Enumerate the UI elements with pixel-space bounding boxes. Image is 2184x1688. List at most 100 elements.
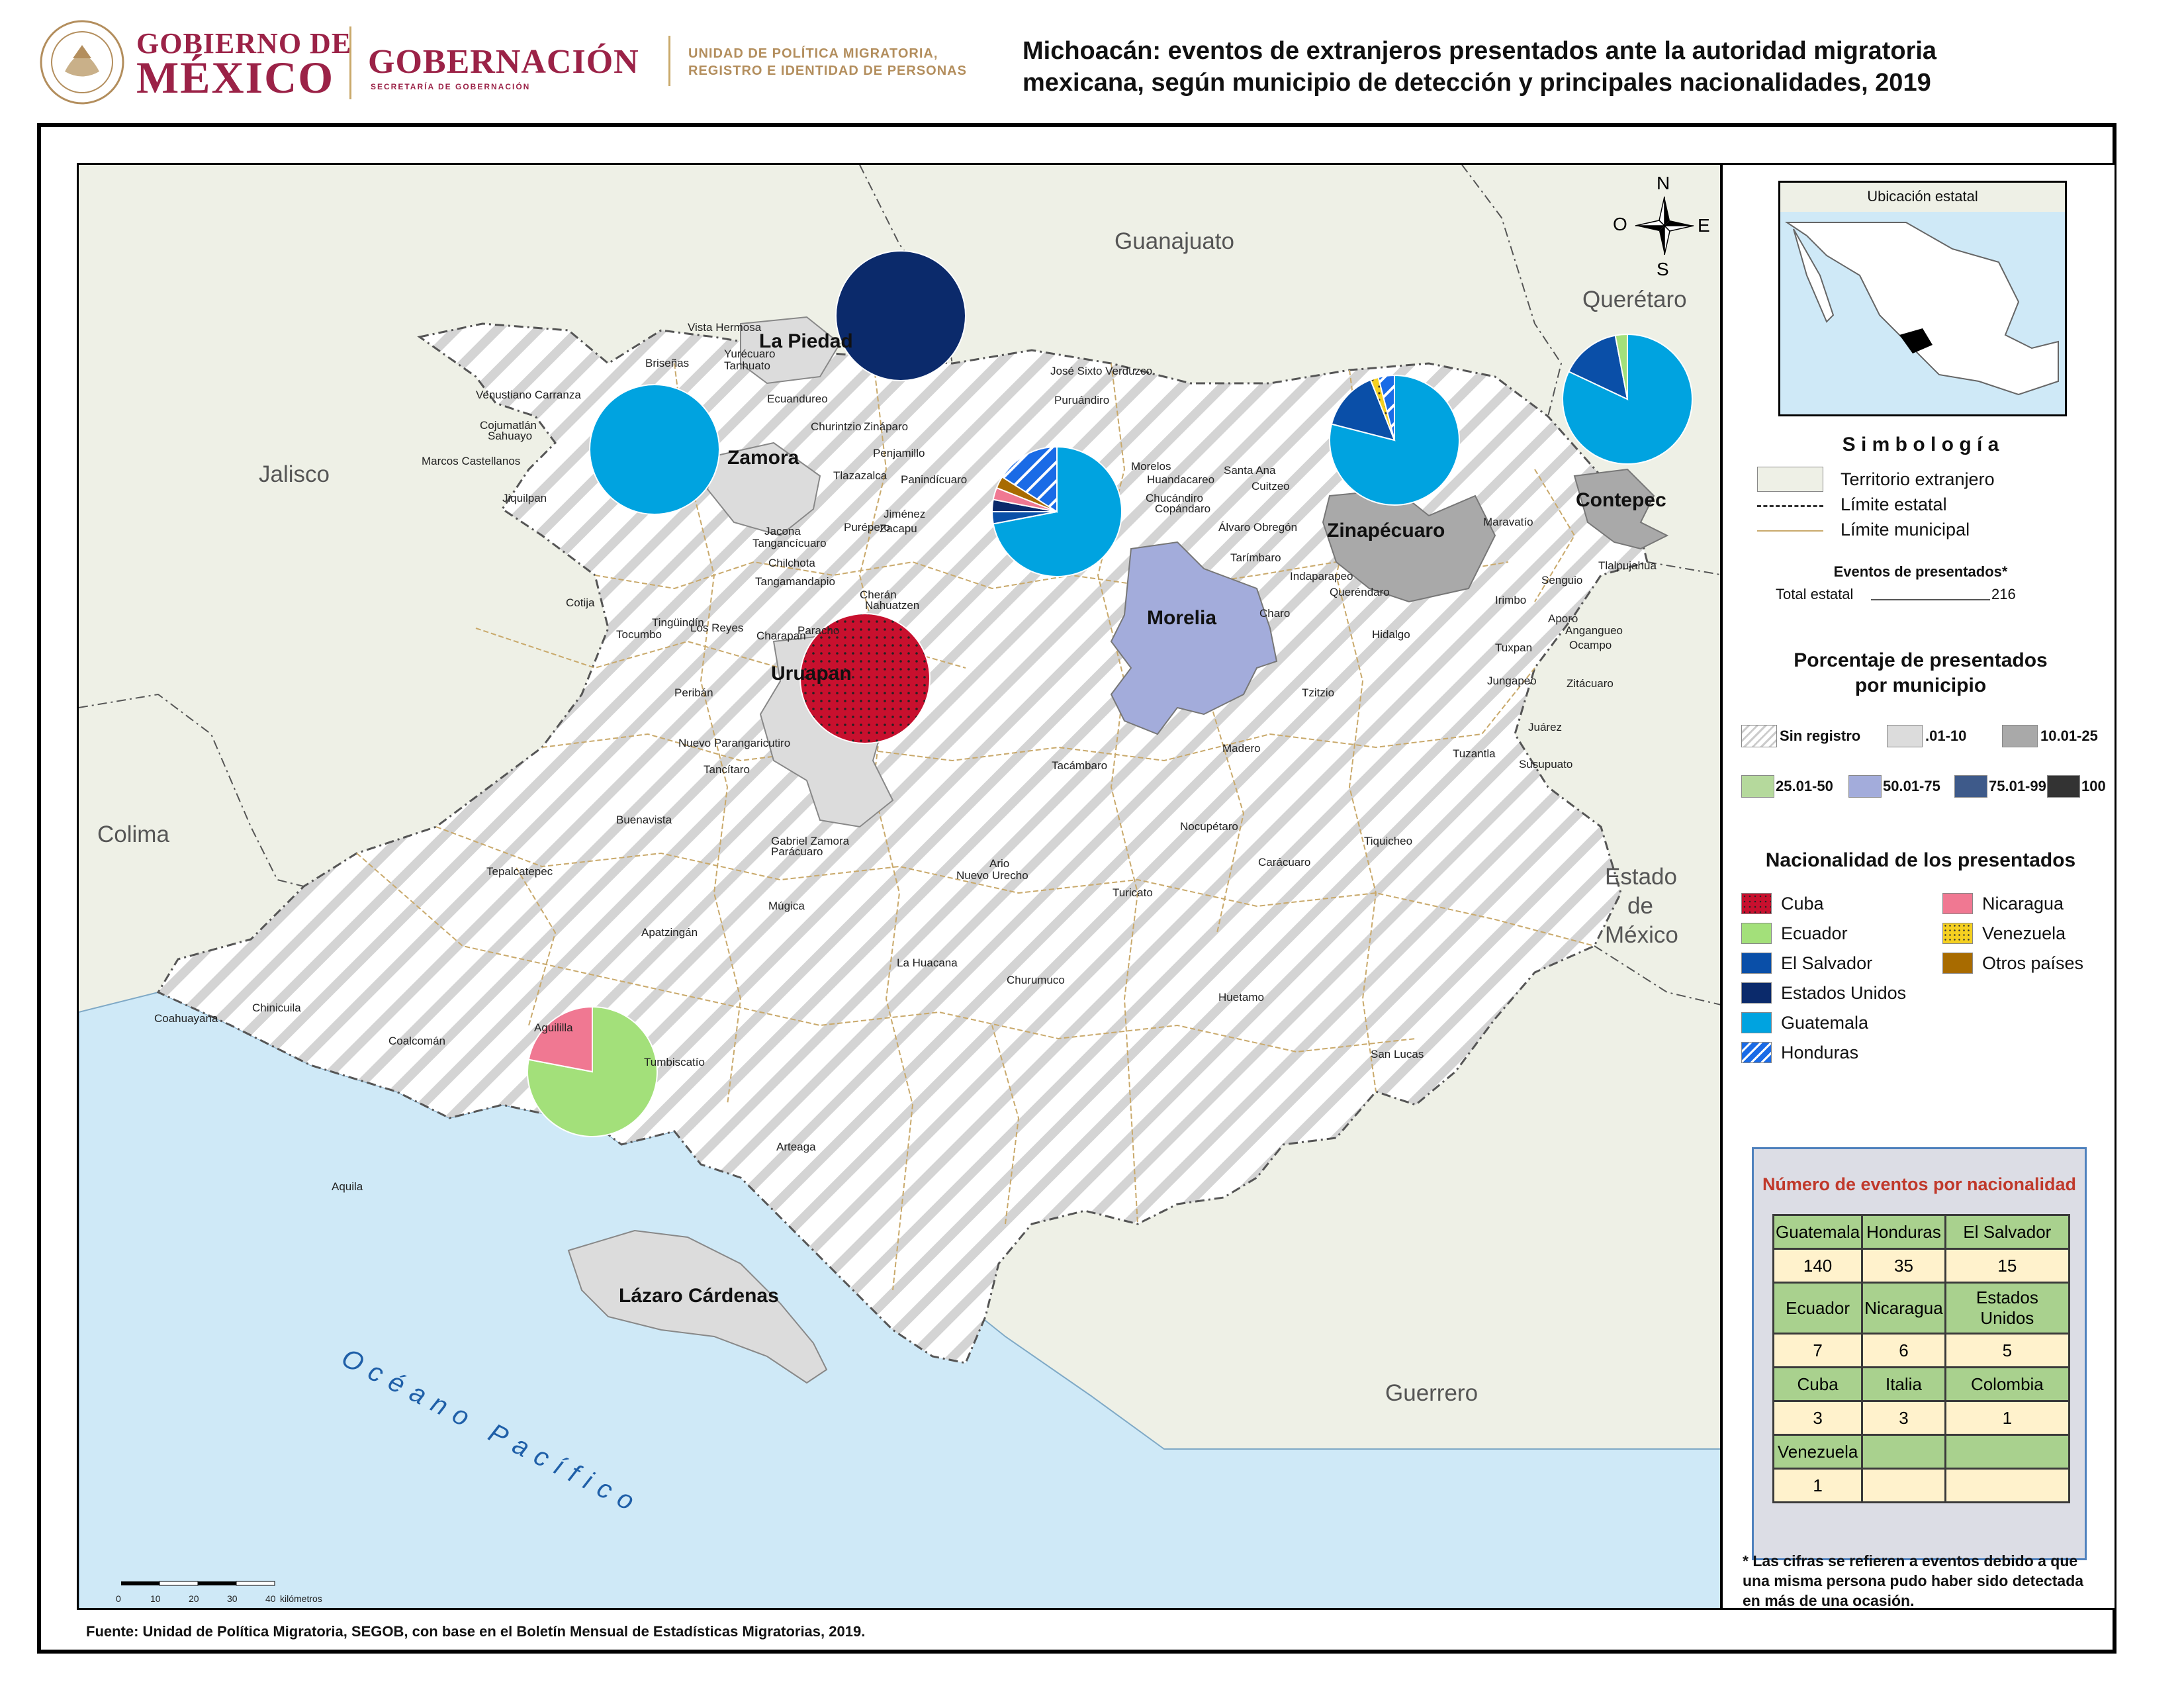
municipality-label: La Huacana (897, 957, 958, 969)
municipality-label: Hidalgo (1372, 628, 1410, 641)
municipality-morelia (1110, 541, 1278, 735)
nationality-swatch (1942, 893, 1973, 914)
municipality-label: Paracho (797, 624, 840, 637)
table-cell (1861, 1434, 1946, 1470)
table-cell: 140 (1772, 1248, 1864, 1284)
scale-unit: kilómetros (280, 1593, 322, 1604)
municipality-label: Turicato (1113, 886, 1153, 899)
municipality-label: Huandacareo (1147, 473, 1215, 486)
footnote: * Las cifras se refieren a eventos debid… (1743, 1552, 2084, 1609)
swatch-limite-municipal (1757, 530, 1823, 532)
municipality-label: Sahuayo (488, 430, 533, 442)
table-title: Número de eventos por nacionalidad (1762, 1174, 2077, 1194)
pie-slice (1567, 334, 1629, 400)
scale-tick: 0 (116, 1593, 121, 1604)
state-label-guanajuato: Guanajuato (1115, 228, 1234, 254)
border-mexico (1647, 561, 1720, 575)
table-cell: Cuba (1772, 1366, 1864, 1402)
table-cell: 1 (1772, 1468, 1864, 1503)
mexico-inset-icon (1780, 212, 2065, 414)
table-cell (1861, 1468, 1946, 1503)
municipality-label: Penjamillo (873, 447, 925, 459)
muni-label-uruapan: Uruapan (771, 663, 852, 684)
nationality-table-box: Número de eventos por nacionalidad Guate… (1752, 1147, 2087, 1560)
municipality-label: Charapan (756, 630, 806, 642)
pct-title-2: por municipio (1854, 675, 1987, 696)
municipality-label: Maravatío (1483, 516, 1533, 528)
pct-label: 75.01-99 (1989, 778, 2046, 794)
table-row: Guatemala Honduras El Salvador (1772, 1214, 2071, 1250)
municipality-label: Aquila (332, 1180, 363, 1193)
scale-tick: 10 (150, 1593, 161, 1604)
municipality-label: Los Reyes (690, 622, 744, 634)
municipality-lazaro-cardenas (567, 1229, 828, 1384)
table-cell (1944, 1434, 2071, 1470)
nationality-label: El Salvador (1781, 953, 1873, 973)
inset-title: Ubicación estatal (1867, 188, 1978, 205)
scale-tick: 20 (189, 1593, 199, 1604)
pct-label: 25.01-50 (1776, 778, 1833, 794)
muni-label-zamora: Zamora (727, 447, 799, 469)
state-label-guerrero: Guerrero (1385, 1380, 1479, 1406)
compass-e: E (1698, 215, 1710, 236)
municipality-label: Aporo (1548, 612, 1578, 625)
pie-slice (1329, 374, 1460, 506)
unidad-line1: UNIDAD DE POLÍTICA MIGRATORIA, (688, 46, 938, 61)
municipality-label: Tancítaro (704, 763, 750, 776)
table-cell: Italia (1861, 1366, 1946, 1402)
nationality-label: Estados Unidos (1781, 983, 1907, 1003)
municipality-label: Jungapeo (1487, 675, 1537, 687)
nationality-swatch (1741, 1012, 1772, 1033)
municipality-label: Tepalcatepec (486, 865, 553, 878)
municipality-label: Coahuayana (154, 1012, 218, 1025)
table-cell: Venezuela (1772, 1434, 1864, 1470)
municipality-zamora (706, 442, 821, 537)
table-cell: 15 (1944, 1248, 2071, 1284)
municipality-label: Churumuco (1007, 974, 1065, 986)
table-cell: 3 (1861, 1400, 1946, 1436)
municipality-label: Parácuaro (771, 845, 823, 858)
table-cell: 7 (1772, 1333, 1864, 1368)
table-cell: El Salvador (1944, 1214, 2071, 1250)
scale-bar (121, 1581, 275, 1586)
municipality-label: Tacámbaro (1052, 759, 1108, 772)
nationality-swatch (1741, 953, 1772, 974)
eventos-label: Eventos de presentados* (1833, 563, 2008, 580)
municipality-label: Tanhuato (724, 359, 770, 372)
pct-swatch (1887, 725, 1923, 747)
municipality-label: Puruándiro (1054, 394, 1110, 406)
municipality-label: Ocampo (1569, 639, 1612, 651)
table-cell: 5 (1944, 1333, 2071, 1368)
municipality-label: Susupuato (1519, 758, 1573, 771)
municipality-label: Tarímbaro (1230, 551, 1281, 564)
municipality-label: Zináparo (864, 420, 909, 433)
table-cell: Ecuador (1772, 1282, 1864, 1335)
nationality-label: Nicaragua (1982, 894, 2064, 914)
border-guerrero-mexico (1594, 945, 1720, 1006)
municipality-label: Yurécuaro (724, 348, 776, 360)
table-row: Venezuela (1772, 1434, 2071, 1470)
pie-layer (527, 250, 1693, 1137)
municipality-label: Chilchota (768, 557, 815, 569)
table-cell: Estados Unidos (1944, 1282, 2071, 1335)
municipality-label: Arteaga (776, 1141, 816, 1153)
table-row: 140 35 15 (1772, 1248, 2071, 1284)
pct-swatch (1741, 725, 1777, 747)
total-label: Total estatal (1776, 586, 1854, 602)
municipality-label: Irimbo (1495, 594, 1527, 606)
pct-swatch (2002, 725, 2038, 747)
municipality-label: Cuitzeo (1251, 480, 1290, 492)
municipality-label: Venustiano Carranza (476, 389, 581, 401)
nationality-label: Ecuador (1781, 923, 1848, 943)
municipality-label: Briseñas (645, 357, 690, 369)
table-cell: Guatemala (1772, 1214, 1864, 1250)
table-row: Ecuador Nicaragua Estados Unidos (1772, 1282, 2071, 1335)
pct-title-1: Porcentaje de presentados (1794, 649, 2048, 671)
pct-swatch (1741, 775, 1774, 798)
municipality-label: Aguililla (534, 1021, 573, 1034)
table-cell: Colombia (1944, 1366, 2071, 1402)
municipality-label: Cherán (860, 588, 897, 601)
municipality-label: Tuxpan (1495, 641, 1533, 654)
total-value: 216 (1991, 586, 2016, 602)
michoacan-state (156, 322, 1649, 1364)
